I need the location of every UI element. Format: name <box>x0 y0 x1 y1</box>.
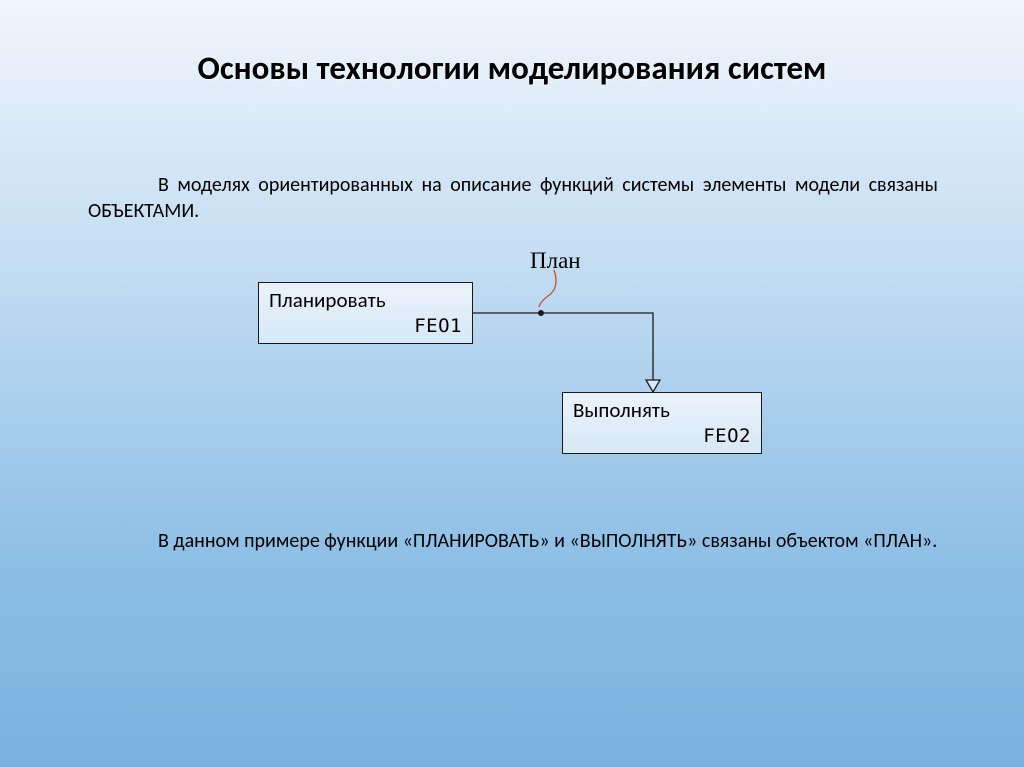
node-code: FEO1 <box>269 315 462 337</box>
paragraph-1: В моделях ориентированных на описание фу… <box>88 172 938 224</box>
connector-lines <box>88 240 938 510</box>
connector-dot <box>538 310 544 316</box>
node-label: Планировать <box>269 287 462 313</box>
paragraph-2: В данном примере функции «ПЛАНИРОВАТЬ» и… <box>88 528 938 554</box>
plan-label: План <box>530 248 581 274</box>
node-code: FEO2 <box>573 425 751 447</box>
connector-path <box>473 313 653 390</box>
pointer-curve <box>539 270 556 307</box>
arrowhead-icon <box>646 380 660 392</box>
slide-title: Основы технологии моделирования систем <box>0 0 1024 88</box>
node-planirovat: Планировать FEO1 <box>258 282 473 344</box>
node-vypolnyat: Выполнять FEO2 <box>562 392 762 454</box>
diagram-canvas: План Планировать FEO1 Выполнять FEO2 <box>88 240 938 510</box>
node-label: Выполнять <box>573 397 751 423</box>
